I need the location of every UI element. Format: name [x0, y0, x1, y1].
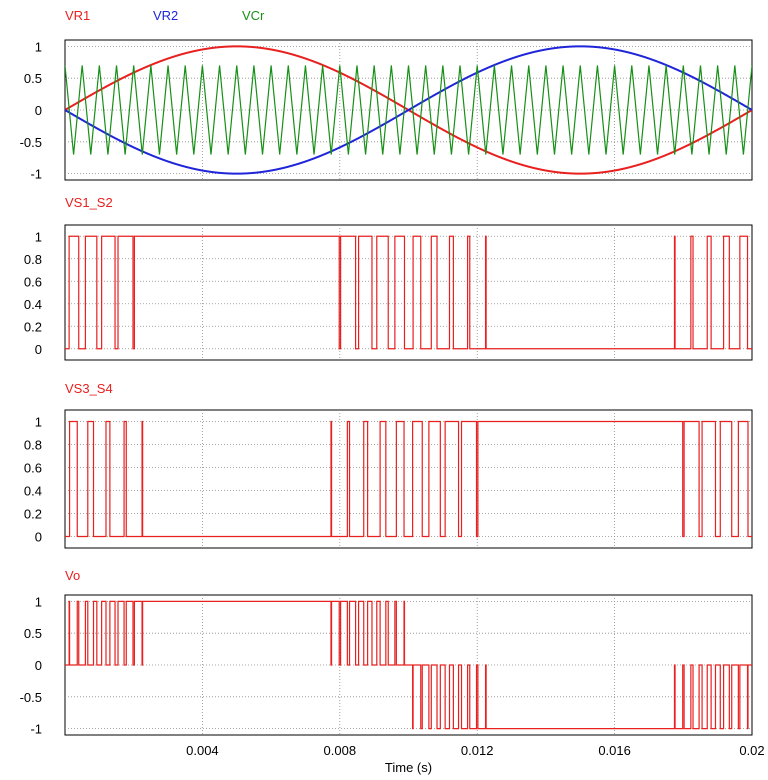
- legend-vo: Vo: [65, 568, 80, 583]
- y-tick-label: 0.6: [24, 274, 42, 289]
- y-tick-label: 1: [35, 594, 42, 609]
- y-tick-label: 0.2: [24, 319, 42, 334]
- y-tick-label: 0.6: [24, 461, 42, 476]
- x-tick-label: 0.004: [186, 743, 219, 758]
- x-tick-label: 0.016: [598, 743, 631, 758]
- plot-frame: [64, 409, 753, 549]
- plot-panel-3: 1 0.8 0.6 0.4 0.2 0 VS3_S4: [24, 381, 753, 549]
- trace-vo: [65, 600, 752, 730]
- trace-vs3_s4: [65, 420, 752, 538]
- legend-vcr: VCr: [242, 8, 265, 23]
- y-tick-label: 0.4: [24, 484, 42, 499]
- y-tick-label: -1: [30, 722, 42, 737]
- y-tick-label: 1: [35, 415, 42, 430]
- y-tick-label: 0.5: [24, 71, 42, 86]
- y-tick-label: 0.5: [24, 626, 42, 641]
- y-tick-label: 1: [35, 229, 42, 244]
- y-tick-label: -1: [30, 167, 42, 182]
- plot-panel-1: 1 0.5 0 -0.5 -1 VR1 VR2 VCr: [20, 8, 753, 182]
- y-tick-label: 0: [35, 103, 42, 118]
- y-tick-label: -0.5: [20, 135, 42, 150]
- x-tick-label: 0.008: [324, 743, 357, 758]
- plot-frame: [64, 224, 753, 361]
- trace-vr2: [65, 45, 752, 175]
- y-tick-label: 0: [35, 658, 42, 673]
- y-tick-label: 0: [35, 342, 42, 357]
- legend-vs3_s4: VS3_S4: [65, 381, 113, 396]
- y-tick-label: 0: [35, 530, 42, 545]
- plot-panel-2: 1 0.8 0.6 0.4 0.2 0 VS1_S2: [24, 195, 753, 361]
- trace-vcr: [65, 65, 752, 155]
- trace-vs1_s2: [65, 235, 752, 350]
- y-tick-label: -0.5: [20, 690, 42, 705]
- legend-vr2: VR2: [153, 8, 178, 23]
- y-tick-label: 0.8: [24, 438, 42, 453]
- y-tick-label: 0.4: [24, 297, 42, 312]
- legend-vs1_s2: VS1_S2: [65, 195, 113, 210]
- y-tick-label: 0.8: [24, 252, 42, 267]
- y-tick-label: 1: [35, 39, 42, 54]
- y-tick-label: 0.2: [24, 507, 42, 522]
- x-axis-label: Time (s): [385, 760, 432, 775]
- plot-panel-4: 1 0.5 0 -0.5 -1 Vo: [20, 568, 753, 737]
- x-tick-label: 0.012: [461, 743, 494, 758]
- x-tick-label: 0.02: [739, 743, 764, 758]
- legend-vr1: VR1: [65, 8, 90, 23]
